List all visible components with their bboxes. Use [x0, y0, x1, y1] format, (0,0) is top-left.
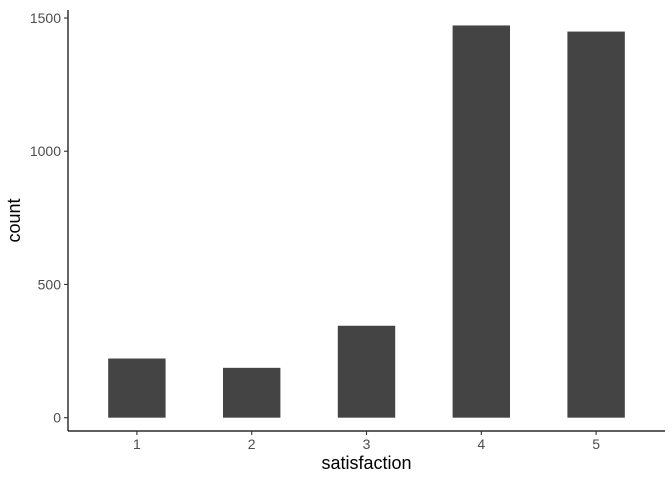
bar-3 [337, 325, 396, 418]
y-tick-label: 1000 [30, 143, 61, 159]
x-tick-label: 4 [477, 436, 485, 452]
x-tick-label: 3 [363, 436, 371, 452]
bar-4 [452, 25, 511, 418]
x-tick-label: 5 [592, 436, 600, 452]
bar-2 [222, 367, 281, 418]
x-ticks: 1 2 3 4 5 [133, 431, 600, 452]
bar-5 [567, 31, 625, 418]
y-tick-label: 500 [38, 276, 62, 292]
y-tick-label: 1500 [30, 10, 61, 26]
y-ticks: 0 500 1000 1500 [30, 10, 68, 426]
bar-1 [108, 358, 166, 418]
y-tick-label: 0 [53, 410, 61, 426]
x-axis-title: satisfaction [321, 453, 411, 473]
x-tick-label: 2 [248, 436, 256, 452]
bars-layer [108, 25, 625, 418]
x-tick-label: 1 [133, 436, 141, 452]
y-axis-title: count [4, 198, 24, 242]
